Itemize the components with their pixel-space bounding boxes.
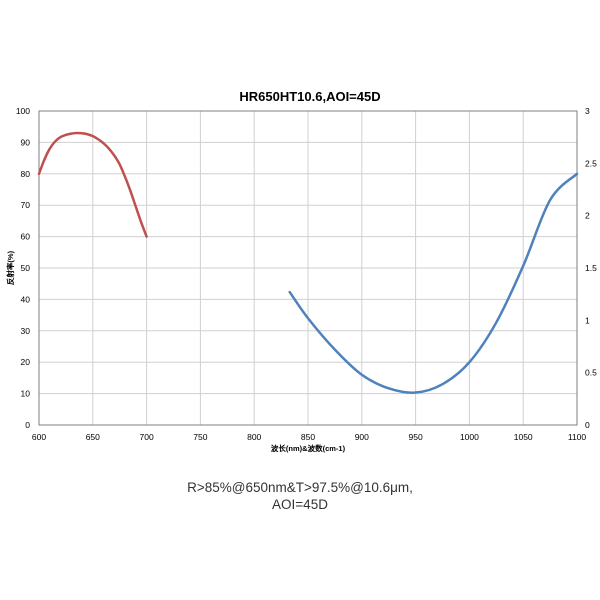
y2-tick-label: 1 bbox=[585, 315, 590, 325]
y2-tick-label: 2.5 bbox=[585, 158, 597, 168]
y-tick-label: 30 bbox=[21, 326, 31, 336]
x-tick-label: 1100 bbox=[568, 432, 587, 442]
y-tick-label: 60 bbox=[21, 232, 31, 242]
x-axis-label: 波长(nm)&波数(cm-1) bbox=[271, 443, 346, 453]
x-tick-label: 1000 bbox=[460, 432, 479, 442]
y-tick-label: 70 bbox=[21, 200, 31, 210]
y2-tick-label: 0.5 bbox=[585, 368, 597, 378]
series-layer bbox=[37, 131, 579, 394]
caption-line-1: R>85%@650nm&T>97.5%@10.6μm, bbox=[187, 480, 413, 495]
y2-tick-labels: 0 0.5 1 1.5 2 2.5 3 bbox=[585, 106, 597, 430]
y-tick-label: 0 bbox=[25, 420, 30, 430]
y2-tick-label: 1.5 bbox=[585, 263, 597, 273]
y-tick-label: 100 bbox=[16, 106, 30, 116]
chart: HR650HT10.6,AOI=45D 600 650 700 750 800 850 90… bbox=[5, 89, 597, 453]
x-tick-label: 900 bbox=[355, 432, 369, 442]
y-axis-label: 反射率(%) bbox=[5, 250, 15, 285]
x-tick-labels: 600 650 700 750 800 850 900 950 1000 1050 1100 bbox=[32, 432, 587, 442]
y-tick-label: 10 bbox=[21, 389, 31, 399]
caption-line-2: AOI=45D bbox=[272, 497, 328, 512]
x-tick-label: 650 bbox=[86, 432, 100, 442]
y-tick-label: 90 bbox=[21, 137, 31, 147]
y2-tick-label: 3 bbox=[585, 106, 590, 116]
y-tick-label: 40 bbox=[21, 294, 31, 304]
x-tick-label: 750 bbox=[193, 432, 207, 442]
y-tick-label: 20 bbox=[21, 357, 31, 367]
y-tick-label: 80 bbox=[21, 169, 31, 179]
y-tick-label: 50 bbox=[21, 263, 31, 273]
grid bbox=[38, 110, 578, 426]
x-tick-label: 700 bbox=[140, 432, 154, 442]
x-tick-label: 850 bbox=[301, 432, 315, 442]
chart-title: HR650HT10.6,AOI=45D bbox=[239, 89, 380, 104]
transmission-curve bbox=[288, 172, 579, 394]
x-tick-label: 600 bbox=[32, 432, 46, 442]
reflectance-curve bbox=[37, 131, 148, 238]
y2-tick-label: 2 bbox=[585, 211, 590, 221]
x-tick-label: 800 bbox=[247, 432, 261, 442]
x-tick-label: 950 bbox=[409, 432, 423, 442]
x-tick-label: 1050 bbox=[514, 432, 533, 442]
y2-tick-label: 0 bbox=[585, 420, 590, 430]
plot-frame bbox=[38, 110, 578, 426]
y-tick-labels: 0 10 20 30 40 50 60 70 80 90 100 bbox=[16, 106, 30, 430]
